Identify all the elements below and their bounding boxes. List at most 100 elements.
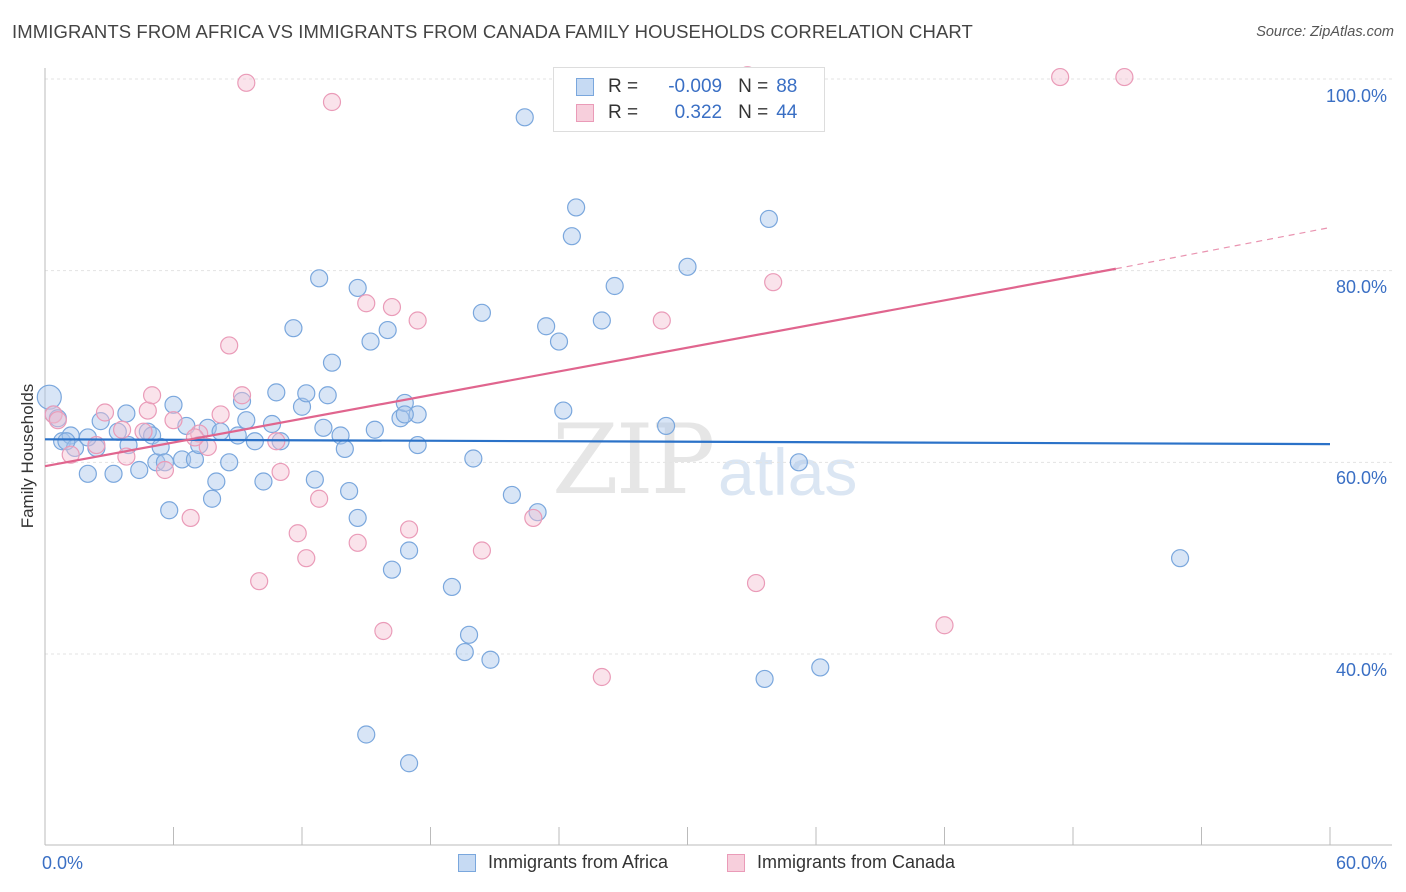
point-africa-33 [245, 432, 264, 451]
point-africa-76 [656, 416, 676, 436]
n-value-africa: 88 [776, 76, 798, 97]
point-africa-44 [322, 353, 342, 372]
point-canada-23 [310, 489, 329, 508]
legend-row-canada: R = 0.322 N = 44 [576, 101, 797, 125]
point-africa-47 [340, 481, 359, 501]
y-tick-label-40: 40.0% [1336, 660, 1388, 680]
point-canada-33 [592, 667, 611, 687]
legend-africa-swatch [458, 853, 476, 872]
point-africa-62 [459, 625, 479, 644]
point-canada-18 [250, 572, 269, 591]
point-canada-42 [237, 73, 256, 92]
y-tick-label-80: 80.0% [1336, 277, 1388, 297]
r-value-canada: 0.322 [674, 102, 723, 123]
point-africa-70 [549, 332, 569, 351]
point-africa-83 [357, 725, 376, 744]
point-africa-82 [1170, 549, 1190, 568]
point-africa-40 [297, 384, 316, 403]
point-africa-79 [759, 209, 778, 229]
point-africa-74 [592, 311, 611, 330]
y-tick-label-100: 100.0% [1326, 86, 1388, 106]
point-africa-20 [164, 395, 183, 414]
africa-swatch [576, 78, 594, 96]
point-africa-73 [567, 198, 586, 217]
point-canada-27 [374, 621, 393, 641]
point-africa-60 [442, 577, 462, 597]
point-africa-78 [755, 669, 774, 689]
legend-canada-label: Immigrants from Canada [757, 852, 956, 872]
legend-item-canada: Immigrants from Canada [727, 852, 955, 873]
point-africa-13 [130, 460, 149, 480]
point-africa-53 [382, 560, 402, 579]
point-africa-36 [267, 383, 286, 402]
point-africa-19 [160, 501, 179, 520]
y-tick-label-60: 60.0% [1336, 468, 1388, 488]
point-canada-10 [155, 460, 175, 480]
x-tick-label-min: 0.0% [42, 853, 84, 873]
y-axis-label: Family Households [18, 383, 37, 529]
point-africa-41 [305, 470, 324, 489]
point-africa-63 [464, 449, 483, 468]
point-africa-51 [365, 420, 384, 439]
point-africa-9 [104, 464, 123, 483]
series-legend: Immigrants from Africa Immigrants from C… [0, 852, 1406, 876]
point-africa-81 [811, 658, 830, 677]
point-africa-66 [502, 485, 521, 505]
point-africa-58 [408, 405, 427, 424]
point-africa-50 [361, 332, 380, 351]
point-canada-4 [95, 403, 115, 422]
legend-row-africa: R = -0.009 N = 88 [576, 75, 797, 99]
point-africa-59 [399, 754, 419, 773]
point-canada-15 [211, 405, 230, 424]
trendline-africa [44, 438, 1331, 446]
point-africa-0 [36, 384, 62, 410]
point-canada-25 [348, 533, 367, 552]
point-africa-75 [605, 276, 624, 296]
point-canada-22 [297, 549, 316, 568]
point-africa-6 [78, 464, 97, 483]
n-value-canada: 44 [776, 102, 798, 123]
point-africa-32 [237, 411, 256, 430]
point-africa-34 [254, 472, 273, 491]
point-canada-14 [198, 437, 217, 457]
point-canada-8 [138, 401, 157, 420]
point-africa-31 [232, 391, 252, 411]
chart-source: Source: ZipAtlas.com [1256, 24, 1394, 40]
trendline-canada [44, 267, 1117, 468]
point-canada-7 [134, 422, 153, 441]
point-africa-71 [554, 401, 573, 420]
point-africa-29 [220, 453, 239, 472]
point-canada-38 [764, 273, 783, 292]
point-africa-64 [472, 303, 491, 322]
point-canada-30 [408, 311, 427, 330]
point-canada-31 [472, 541, 491, 560]
legend-canada-swatch [727, 853, 745, 872]
point-canada-39 [935, 616, 954, 635]
point-africa-52 [378, 320, 397, 340]
watermark-atlas: atlas [718, 435, 858, 509]
legend-africa-label: Immigrants from Africa [488, 852, 669, 872]
point-canada-37 [746, 573, 766, 593]
point-africa-87 [395, 405, 414, 424]
point-africa-49 [348, 278, 367, 298]
point-africa-23 [185, 450, 205, 469]
watermark-zip: ZIP [552, 404, 715, 516]
point-africa-57 [408, 435, 427, 455]
point-canada-40 [1051, 67, 1070, 87]
r-label-canada: R = [608, 102, 639, 123]
point-canada-12 [181, 508, 200, 528]
point-africa-61 [455, 642, 474, 662]
point-africa-26 [202, 489, 222, 508]
point-africa-8 [91, 412, 110, 431]
point-canada-11 [164, 411, 183, 430]
r-value-africa: -0.009 [668, 76, 723, 97]
point-canada-24 [322, 92, 342, 112]
r-label-africa: R = [608, 76, 639, 97]
point-africa-11 [117, 404, 136, 423]
point-canada-1 [48, 411, 67, 430]
x-tick-label-max: 60.0% [1336, 853, 1388, 873]
point-canada-17 [232, 386, 252, 405]
trendline-canada-extension [1115, 226, 1331, 270]
point-africa-46 [335, 439, 354, 459]
